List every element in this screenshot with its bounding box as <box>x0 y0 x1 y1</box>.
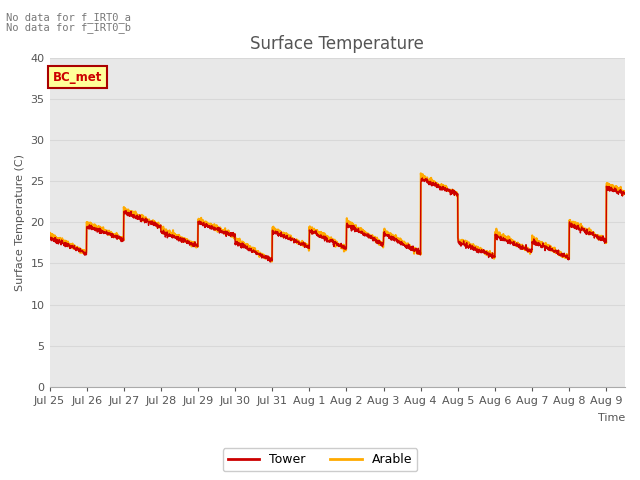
Legend: Tower, Arable: Tower, Arable <box>223 448 417 471</box>
Arable <box>533 236 541 241</box>
X-axis label: Time: Time <box>598 413 625 423</box>
Tower <box>45 233 53 239</box>
Arable <box>79 249 87 254</box>
Tower <box>602 237 609 243</box>
Arable <box>621 190 628 195</box>
Arable <box>406 244 414 250</box>
Text: No data for f_IRT0_a: No data for f_IRT0_a <box>6 12 131 23</box>
Arable <box>602 238 609 243</box>
Arable <box>268 259 276 264</box>
Tower <box>79 250 87 255</box>
Tower <box>266 259 274 265</box>
Arable <box>424 178 431 184</box>
Tower <box>419 175 426 181</box>
Arable <box>417 170 425 176</box>
Y-axis label: Surface Temperature (C): Surface Temperature (C) <box>15 154 25 291</box>
Text: BC_met: BC_met <box>52 71 102 84</box>
Tower <box>406 245 414 251</box>
Arable <box>45 230 53 236</box>
Tower <box>341 244 349 250</box>
Tower <box>533 241 541 247</box>
Tower <box>621 191 628 197</box>
Title: Surface Temperature: Surface Temperature <box>250 35 424 53</box>
Tower <box>424 180 431 186</box>
Arable <box>341 245 349 251</box>
Line: Tower: Tower <box>49 178 625 262</box>
Line: Arable: Arable <box>49 173 625 262</box>
Text: No data for f_IRT0_b: No data for f_IRT0_b <box>6 22 131 33</box>
